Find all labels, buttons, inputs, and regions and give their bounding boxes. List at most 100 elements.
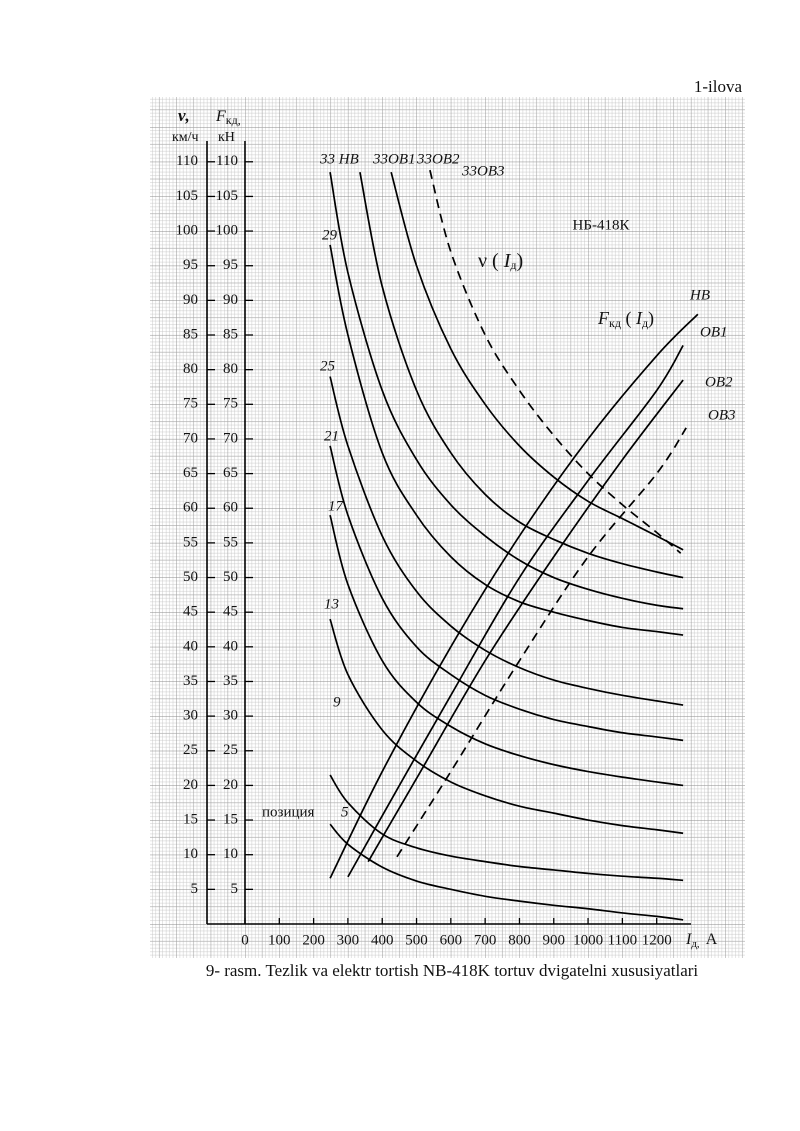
y-tick-label: 65: [183, 465, 198, 481]
curve: [359, 172, 684, 579]
x-tick-label: 400: [371, 932, 394, 948]
x-tick-label: 1000: [573, 932, 603, 948]
y-tick-label: 15: [183, 811, 198, 827]
y-tick-label: 105: [176, 188, 199, 204]
y2-tick-label: 75: [223, 396, 238, 412]
curve-label: 17: [328, 498, 345, 514]
y-tick-label: 30: [183, 708, 198, 724]
y2-tick-label: 40: [223, 638, 238, 654]
x-tick-label: 700: [474, 932, 497, 948]
curve: [429, 169, 682, 554]
curve-label: 33 НВ: [319, 151, 359, 167]
curve: [329, 514, 684, 787]
y-tick-label: 95: [183, 257, 198, 273]
y2-tick-label: 70: [223, 430, 238, 446]
y-tick-label: 60: [183, 500, 198, 516]
y2-tick-label: 55: [223, 534, 238, 550]
y-tick-label: 80: [183, 361, 198, 377]
y-tick-label: 45: [183, 604, 198, 620]
y-axis-symbol: ν,: [178, 106, 190, 125]
x-tick-label: 900: [543, 932, 566, 948]
curve: [390, 171, 684, 551]
curve: [329, 618, 684, 835]
curve-label: ОВ2: [705, 374, 733, 390]
y-tick-label: 50: [183, 569, 198, 585]
y2-tick-label: 65: [223, 465, 238, 481]
x-tick-label: 200: [302, 932, 325, 948]
curve-label: НВ: [689, 287, 710, 303]
y-tick-label: 20: [183, 777, 198, 793]
curve: [329, 376, 684, 706]
curve: [347, 344, 684, 878]
y2-tick-label: 105: [216, 188, 239, 204]
curve-label: 33ОВ1: [372, 151, 416, 167]
curve-label: 9: [333, 694, 341, 710]
x-axis-unit: A: [706, 931, 718, 948]
curve-label: 21: [324, 428, 339, 444]
y2-tick-label: 10: [223, 846, 238, 862]
v-curve-symbol: I: [503, 250, 512, 272]
v-curve-label: ν ( Iд): [478, 250, 523, 272]
y2-axis-label: Fкд,: [215, 108, 241, 127]
f-curve-mid: (: [621, 308, 636, 329]
y2-tick-label: 5: [231, 881, 239, 897]
y2-tick-label: 25: [223, 742, 238, 758]
y-tick-label: 25: [183, 742, 198, 758]
curve: [329, 313, 699, 879]
curve-label: 29: [322, 227, 338, 243]
y-tick-label: 5: [191, 881, 199, 897]
curve: [329, 172, 684, 610]
y-tick-label: 100: [176, 223, 199, 239]
curve-label: 13: [324, 596, 339, 612]
y-tick-label: 85: [183, 326, 198, 342]
y-tick-label: 55: [183, 534, 198, 550]
x-tick-label: 0: [241, 932, 249, 948]
y2-tick-label: 85: [223, 326, 238, 342]
x-tick-label: 300: [337, 932, 360, 948]
y-tick-label: 40: [183, 638, 198, 654]
x-tick-label: 1100: [608, 932, 637, 948]
v-curve-pre: ν (: [478, 250, 504, 272]
annex-label: 1-ilova: [694, 77, 743, 96]
x-tick-label: 600: [440, 932, 463, 948]
f-curve-symbol: F: [597, 308, 610, 328]
y-tick-label: 90: [183, 292, 198, 308]
y2-tick-label: 15: [223, 811, 238, 827]
curve: [329, 445, 684, 742]
y-tick-label: 75: [183, 396, 198, 412]
y2-axis-sub: кд,: [226, 113, 241, 127]
curve: [396, 427, 687, 858]
chart-title: НБ-418К: [573, 217, 631, 233]
curve-label: 33ОВ3: [461, 163, 505, 179]
y2-axis-symbol: F: [215, 108, 226, 125]
y-tick-label: 10: [183, 846, 198, 862]
v-curve-post: ): [516, 250, 523, 272]
y-tick-label: 70: [183, 430, 198, 446]
y2-tick-label: 60: [223, 500, 238, 516]
curve-label: 25: [320, 358, 336, 374]
y2-tick-label: 20: [223, 777, 238, 793]
y2-tick-label: 45: [223, 604, 238, 620]
y2-tick-label: 50: [223, 569, 238, 585]
position-label: позиция: [262, 804, 315, 820]
y2-tick-label: 35: [223, 673, 238, 689]
curve: [367, 379, 684, 863]
f-curve-symbol2: I: [635, 308, 643, 328]
graph-paper: [150, 97, 745, 958]
f-curve-sub2: д: [642, 316, 648, 330]
y2-axis-unit: кН: [218, 130, 235, 145]
x-axis-symbol: I: [685, 931, 692, 948]
y-axis-unit: км/ч: [172, 130, 199, 145]
x-tick-label: 100: [268, 932, 291, 948]
figure-caption: 9- rasm. Tezlik va elektr tortish NB-418…: [206, 961, 699, 980]
f-curve-sub: кд: [609, 316, 621, 330]
y2-tick-label: 95: [223, 257, 238, 273]
y-tick-label: 35: [183, 673, 198, 689]
x-axis-label: Iд, A: [685, 931, 718, 950]
v-curve-sub: д: [510, 258, 516, 272]
x-tick-label: 800: [508, 932, 531, 948]
curve-label: 33ОВ2: [416, 151, 460, 167]
f-curve-post: ): [648, 308, 654, 329]
